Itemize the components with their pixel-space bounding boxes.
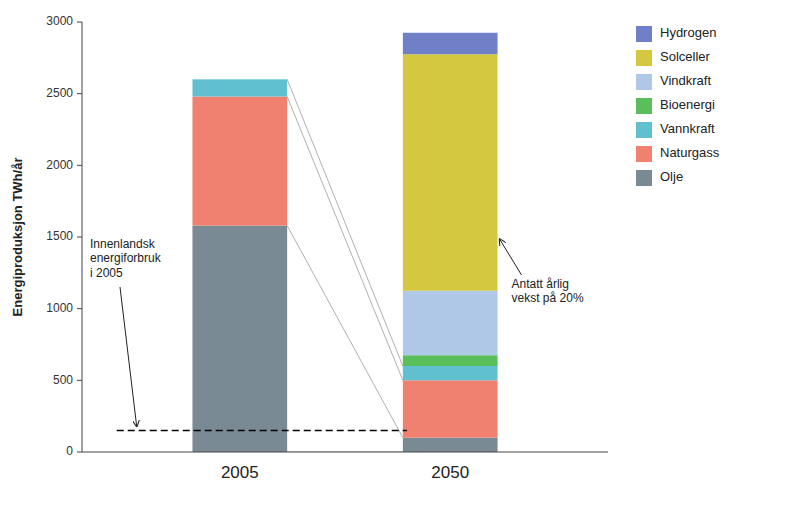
bar-segment bbox=[192, 79, 287, 96]
legend-swatch bbox=[636, 74, 652, 90]
y-tick-label: 500 bbox=[53, 373, 73, 387]
bar-segment bbox=[403, 438, 498, 452]
bar-segment bbox=[192, 226, 287, 452]
x-axis-line bbox=[82, 452, 608, 453]
y-tick bbox=[77, 22, 82, 23]
annotations: Innenlandskenergiforbruki 2005 Antatt årl… bbox=[90, 237, 584, 427]
bar-segment bbox=[192, 79, 287, 80]
annotation-arrow bbox=[120, 287, 137, 427]
bar-segment bbox=[192, 79, 287, 80]
connector-line bbox=[287, 97, 403, 381]
annotation-arrow bbox=[500, 239, 522, 275]
legend-label: Vannkraft bbox=[660, 121, 715, 136]
y-tick-label: 1000 bbox=[46, 301, 73, 315]
legend-swatch bbox=[636, 122, 652, 138]
connector-line bbox=[287, 226, 403, 438]
x-tick-label: 2005 bbox=[221, 463, 259, 482]
connector-line bbox=[287, 79, 403, 366]
y-tick bbox=[77, 308, 82, 309]
annotation: Innenlandskenergiforbruki 2005 bbox=[90, 237, 162, 280]
legend-swatch bbox=[636, 26, 652, 42]
y-tick bbox=[77, 452, 82, 453]
legend-label: Hydrogen bbox=[660, 25, 716, 40]
y-tick-label: 2000 bbox=[46, 158, 73, 172]
legend-label: Vindkraft bbox=[660, 73, 711, 88]
axes: 0 500 1000 1500 2000 2500 3000 2005 2050 Energipr… bbox=[10, 14, 608, 482]
annotation: Antatt årligvekst på 20% bbox=[512, 277, 584, 305]
legend-swatch bbox=[636, 146, 652, 162]
bar-segment bbox=[192, 79, 287, 80]
bar-segment bbox=[192, 79, 287, 80]
bar-segment bbox=[192, 97, 287, 226]
y-tick-label: 1500 bbox=[46, 229, 73, 243]
legend-swatch bbox=[636, 50, 652, 66]
y-tick bbox=[77, 93, 82, 94]
reference-line bbox=[117, 430, 407, 432]
y-tick bbox=[77, 380, 82, 381]
bar-segment bbox=[403, 54, 498, 291]
legend-label: Bioenergi bbox=[660, 97, 715, 112]
bar-segment bbox=[403, 380, 498, 437]
legend-swatch bbox=[636, 170, 652, 186]
legend-label: Solceller bbox=[660, 49, 711, 64]
y-tick bbox=[77, 237, 82, 238]
legend: Hydrogen Solceller Vindkraft Bioenergi Vannk… bbox=[636, 25, 720, 186]
x-tick-label: 2050 bbox=[431, 463, 469, 482]
y-tick-label: 0 bbox=[66, 444, 73, 458]
bar-segment bbox=[403, 33, 498, 55]
bar-segment bbox=[403, 355, 498, 366]
legend-label: Olje bbox=[660, 169, 683, 184]
legend-label: Naturgass bbox=[660, 145, 720, 160]
y-tick bbox=[77, 165, 82, 166]
bar-segment bbox=[403, 366, 498, 380]
y-tick-label: 2500 bbox=[46, 86, 73, 100]
chart: Innenlandskenergiforbruki 2005 Antatt årl… bbox=[0, 0, 787, 512]
plot-area bbox=[192, 33, 497, 452]
legend-swatch bbox=[636, 98, 652, 114]
bar-segment bbox=[403, 291, 498, 356]
y-axis-label: Energiproduksjon TWh/år bbox=[10, 158, 25, 317]
y-tick-label: 3000 bbox=[46, 14, 73, 28]
